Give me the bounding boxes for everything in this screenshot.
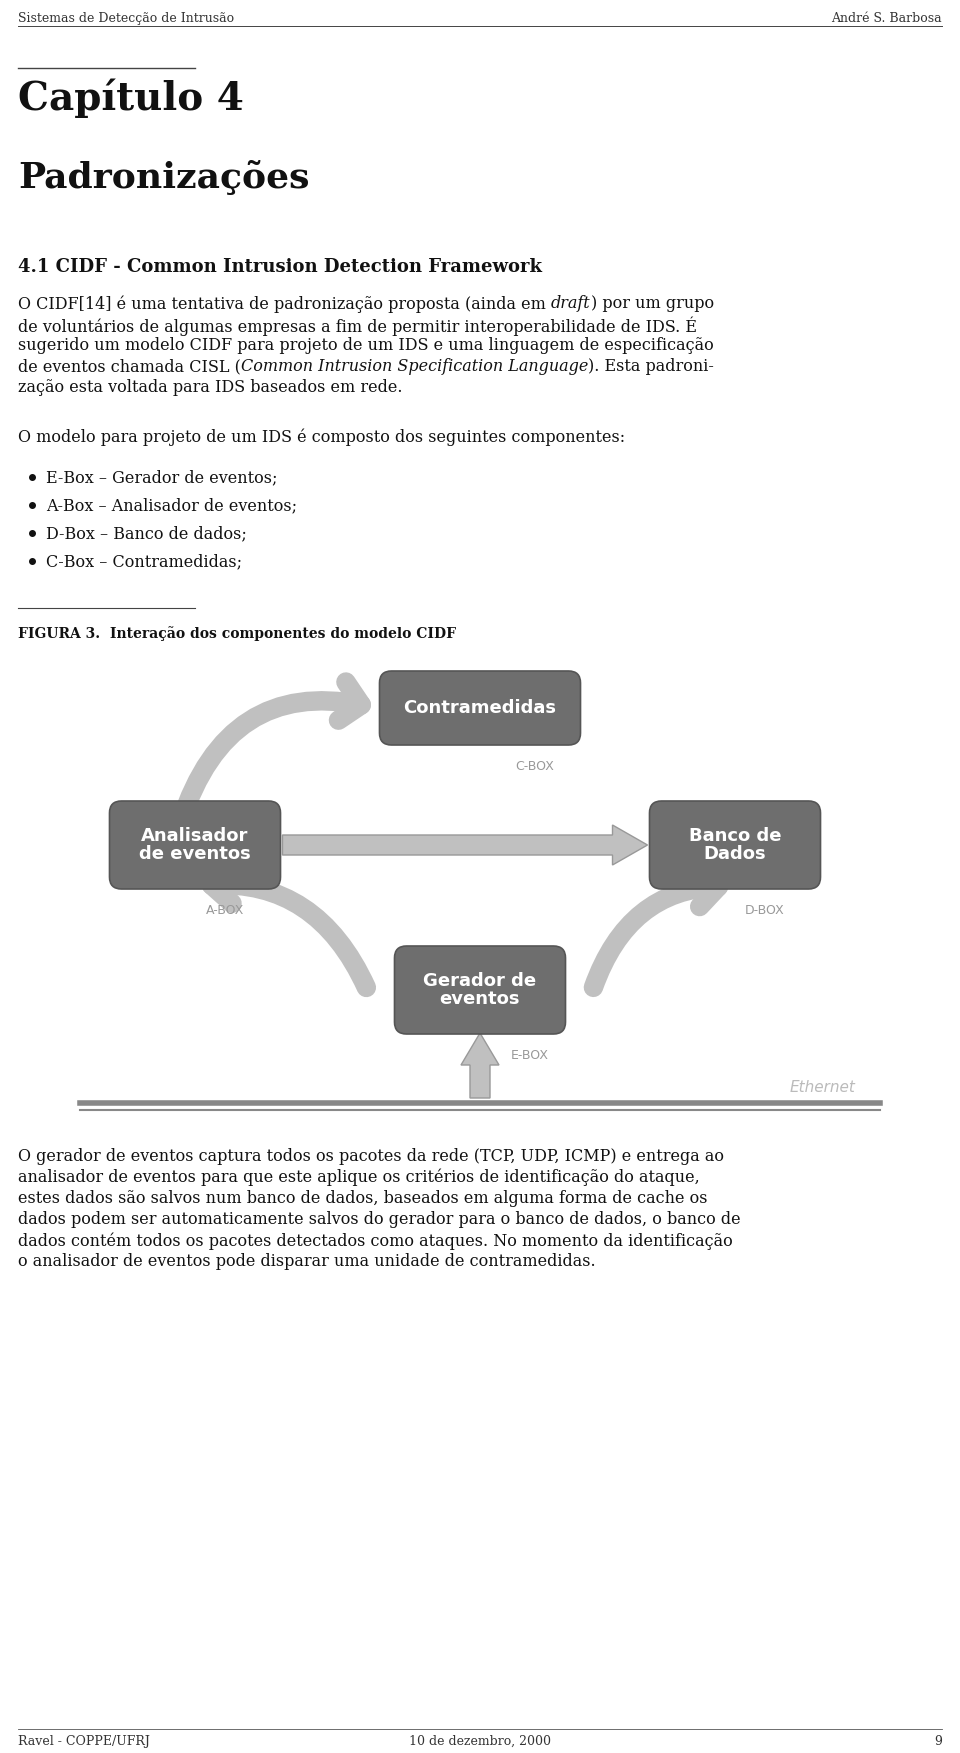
Text: A-Box – Analisador de eventos;: A-Box – Analisador de eventos;: [46, 498, 298, 514]
Text: Gerador de: Gerador de: [423, 971, 537, 990]
Text: 4.1 CIDF - Common Intrusion Detection Framework: 4.1 CIDF - Common Intrusion Detection Fr…: [18, 258, 542, 275]
Polygon shape: [282, 826, 647, 864]
Text: o analisador de eventos pode disparar uma unidade de contramedidas.: o analisador de eventos pode disparar um…: [18, 1253, 595, 1269]
Text: D-BOX: D-BOX: [745, 905, 785, 917]
Text: draft: draft: [551, 295, 590, 312]
Text: dados podem ser automaticamente salvos do gerador para o banco de dados, o banco: dados podem ser automaticamente salvos d…: [18, 1211, 740, 1229]
Text: de eventos: de eventos: [139, 845, 251, 862]
FancyBboxPatch shape: [109, 801, 280, 889]
Text: de voluntários de algumas empresas a fim de permitir interoperabilidade de IDS. : de voluntários de algumas empresas a fim…: [18, 316, 697, 335]
FancyBboxPatch shape: [650, 801, 821, 889]
Text: ) por um grupo: ) por um grupo: [590, 295, 713, 312]
Text: ). Esta padroni-: ). Esta padroni-: [588, 358, 714, 375]
Text: Analisador: Analisador: [141, 827, 249, 845]
FancyBboxPatch shape: [379, 671, 581, 745]
FancyArrowPatch shape: [593, 868, 718, 987]
Polygon shape: [461, 1033, 499, 1097]
Text: 9: 9: [934, 1735, 942, 1748]
Text: Common Intrusion Specification Language: Common Intrusion Specification Language: [241, 358, 588, 375]
Text: Dados: Dados: [704, 845, 766, 862]
FancyArrowPatch shape: [211, 864, 367, 987]
Text: sugerido um modelo CIDF para projeto de um IDS e uma linguagem de especificação: sugerido um modelo CIDF para projeto de …: [18, 337, 713, 354]
Text: Ravel - COPPE/UFRJ: Ravel - COPPE/UFRJ: [18, 1735, 150, 1748]
Text: C-BOX: C-BOX: [516, 761, 555, 773]
Text: Contramedidas: Contramedidas: [403, 699, 557, 717]
FancyBboxPatch shape: [395, 947, 565, 1034]
Text: E-Box – Gerador de eventos;: E-Box – Gerador de eventos;: [46, 470, 277, 486]
Text: O CIDF[14] é uma tentativa de padronização proposta (ainda em: O CIDF[14] é uma tentativa de padronizaç…: [18, 295, 551, 312]
Text: zação esta voltada para IDS baseados em rede.: zação esta voltada para IDS baseados em …: [18, 379, 402, 396]
Text: analisador de eventos para que este aplique os critérios de identificação do ata: analisador de eventos para que este apli…: [18, 1169, 700, 1187]
Text: eventos: eventos: [440, 990, 520, 1008]
Text: FIGURA 3.  Interação dos componentes do modelo CIDF: FIGURA 3. Interação dos componentes do m…: [18, 626, 456, 642]
Text: de eventos chamada CISL (: de eventos chamada CISL (: [18, 358, 241, 375]
Text: Sistemas de Detecção de Intrusão: Sistemas de Detecção de Intrusão: [18, 12, 234, 25]
Text: Banco de: Banco de: [688, 827, 781, 845]
Text: O gerador de eventos captura todos os pacotes da rede (TCP, UDP, ICMP) e entrega: O gerador de eventos captura todos os pa…: [18, 1148, 724, 1166]
Text: 10 de dezembro, 2000: 10 de dezembro, 2000: [409, 1735, 551, 1748]
Text: Ethernet: Ethernet: [790, 1080, 856, 1096]
Text: C-Box – Contramedidas;: C-Box – Contramedidas;: [46, 552, 242, 570]
Text: O modelo para projeto de um IDS é composto dos seguintes componentes:: O modelo para projeto de um IDS é compos…: [18, 428, 625, 445]
Text: Capítulo 4: Capítulo 4: [18, 77, 244, 117]
Text: Padronizações: Padronizações: [18, 160, 309, 195]
FancyArrowPatch shape: [180, 682, 361, 822]
Text: André S. Barbosa: André S. Barbosa: [831, 12, 942, 25]
Text: E-BOX: E-BOX: [511, 1048, 549, 1062]
Text: A-BOX: A-BOX: [205, 905, 244, 917]
Text: estes dados são salvos num banco de dados, baseados em alguma forma de cache os: estes dados são salvos num banco de dado…: [18, 1190, 708, 1208]
Text: D-Box – Banco de dados;: D-Box – Banco de dados;: [46, 524, 247, 542]
Text: dados contém todos os pacotes detectados como ataques. No momento da identificaç: dados contém todos os pacotes detectados…: [18, 1232, 732, 1250]
